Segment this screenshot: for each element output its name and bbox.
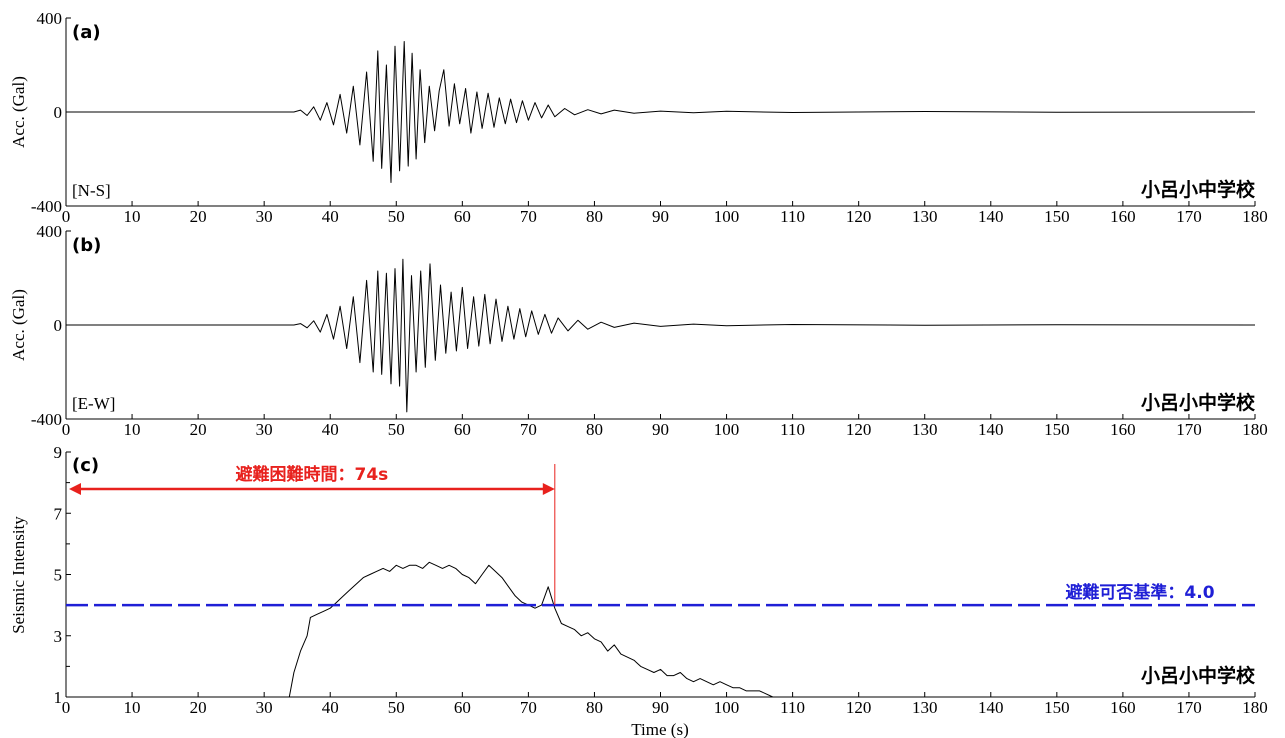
x-tick-label: 10 xyxy=(124,207,141,226)
y-tick-label: 0 xyxy=(54,103,63,122)
x-tick-label: 150 xyxy=(1044,207,1070,226)
x-tick-label: 30 xyxy=(256,420,273,439)
x-tick-label: 20 xyxy=(190,207,207,226)
x-tick-label: 100 xyxy=(714,698,740,717)
x-tick-label: 30 xyxy=(256,207,273,226)
x-tick-label: 20 xyxy=(190,420,207,439)
x-tick-label: 120 xyxy=(846,207,872,226)
x-tick-label: 80 xyxy=(586,420,603,439)
difficulty-arrow-head-right xyxy=(542,483,555,495)
x-tick-label: 90 xyxy=(652,207,669,226)
threshold-label: 避難可否基準：4.0 xyxy=(1065,582,1214,603)
y-tick-label: 400 xyxy=(37,222,63,241)
y-tick-label: -400 xyxy=(31,197,62,216)
x-tick-label: 180 xyxy=(1242,420,1268,439)
x-tick-label: 150 xyxy=(1044,698,1070,717)
x-tick-label: 90 xyxy=(652,420,669,439)
difficulty-arrow-head-left xyxy=(69,483,81,495)
series-line xyxy=(66,41,1256,183)
x-tick-label: 100 xyxy=(714,420,740,439)
x-tick-label: 140 xyxy=(978,207,1004,226)
x-tick-label: 60 xyxy=(454,698,471,717)
x-tick-label: 80 xyxy=(586,698,603,717)
x-tick-label: 120 xyxy=(846,698,872,717)
x-tick-label: 50 xyxy=(388,698,405,717)
station-label-c: 小呂小中学校 xyxy=(1141,664,1256,687)
x-tick-label: 120 xyxy=(846,420,872,439)
x-tick-label: 40 xyxy=(322,420,339,439)
panel-c: (c) 小呂小中学校 Seismic Intensity Time (s) 避難… xyxy=(9,443,1268,738)
x-tick-label: 130 xyxy=(912,698,938,717)
panel-b: (b) [E-W] 小呂小中学校 Acc. (Gal) 0 10 20 30 40 50 6… xyxy=(9,222,1268,439)
x-tick-label: 160 xyxy=(1110,207,1136,226)
x-tick-label: 160 xyxy=(1110,420,1136,439)
x-tick-label: 160 xyxy=(1110,698,1136,717)
panel-label-b: (b) xyxy=(72,235,101,256)
component-label-ew: [E-W] xyxy=(72,394,115,413)
x-tick-label: 180 xyxy=(1242,698,1268,717)
x-tick-label: 60 xyxy=(454,207,471,226)
x-tick-label: 150 xyxy=(1044,420,1070,439)
x-tick-label: 50 xyxy=(388,207,405,226)
panel-a: (a) [N-S] 小呂小中学校 Acc. (Gal) 0 10 20 30 40 50 6… xyxy=(9,9,1268,226)
y-axis-label-a: Acc. (Gal) xyxy=(9,76,28,148)
difficulty-time-label: 避難困難時間：74s xyxy=(236,464,389,485)
y-tick-label: 0 xyxy=(54,316,63,335)
y-tick-label: 5 xyxy=(54,566,63,585)
y-axis-label-b: Acc. (Gal) xyxy=(9,289,28,361)
x-tick-label: 140 xyxy=(978,420,1004,439)
x-tick-label: 0 xyxy=(62,698,71,717)
x-tick-label: 10 xyxy=(124,420,141,439)
x-tick-label: 0 xyxy=(62,207,71,226)
station-label-a: 小呂小中学校 xyxy=(1141,178,1256,201)
x-tick-label: 130 xyxy=(912,207,938,226)
x-tick-label: 10 xyxy=(124,698,141,717)
x-tick-label: 130 xyxy=(912,420,938,439)
x-tick-label: 30 xyxy=(256,698,273,717)
x-axis-label: Time (s) xyxy=(631,720,688,738)
x-tick-label: 100 xyxy=(714,207,740,226)
x-tick-label: 170 xyxy=(1176,420,1202,439)
x-tick-label: 110 xyxy=(780,698,805,717)
x-tick-label: 20 xyxy=(190,698,207,717)
x-tick-label: 50 xyxy=(388,420,405,439)
series-line xyxy=(66,258,1256,413)
x-tick-label: 0 xyxy=(62,420,71,439)
x-tick-label: 70 xyxy=(520,698,537,717)
panel-label-a: (a) xyxy=(72,22,101,43)
y-tick-label: -400 xyxy=(31,410,62,429)
x-tick-label: 40 xyxy=(322,207,339,226)
station-label-b: 小呂小中学校 xyxy=(1141,391,1256,414)
series-line xyxy=(288,561,774,698)
panel-label-c: (c) xyxy=(72,455,99,476)
y-tick-label: 9 xyxy=(54,443,63,462)
x-tick-label: 40 xyxy=(322,698,339,717)
x-tick-label: 110 xyxy=(780,207,805,226)
component-label-ns: [N-S] xyxy=(72,181,111,200)
x-tick-label: 110 xyxy=(780,420,805,439)
x-tick-label: 140 xyxy=(978,698,1004,717)
y-tick-label: 7 xyxy=(54,504,63,523)
x-tick-label: 80 xyxy=(586,207,603,226)
x-tick-label: 70 xyxy=(520,420,537,439)
x-tick-label: 70 xyxy=(520,207,537,226)
x-tick-label: 170 xyxy=(1176,698,1202,717)
y-axis-label-c: Seismic Intensity xyxy=(9,516,28,634)
x-tick-label: 170 xyxy=(1176,207,1202,226)
x-tick-label: 90 xyxy=(652,698,669,717)
x-tick-label: 180 xyxy=(1242,207,1268,226)
y-tick-label: 3 xyxy=(54,627,63,646)
y-tick-label: 400 xyxy=(37,9,63,28)
x-tick-label: 60 xyxy=(454,420,471,439)
y-tick-label: 1 xyxy=(54,688,63,707)
